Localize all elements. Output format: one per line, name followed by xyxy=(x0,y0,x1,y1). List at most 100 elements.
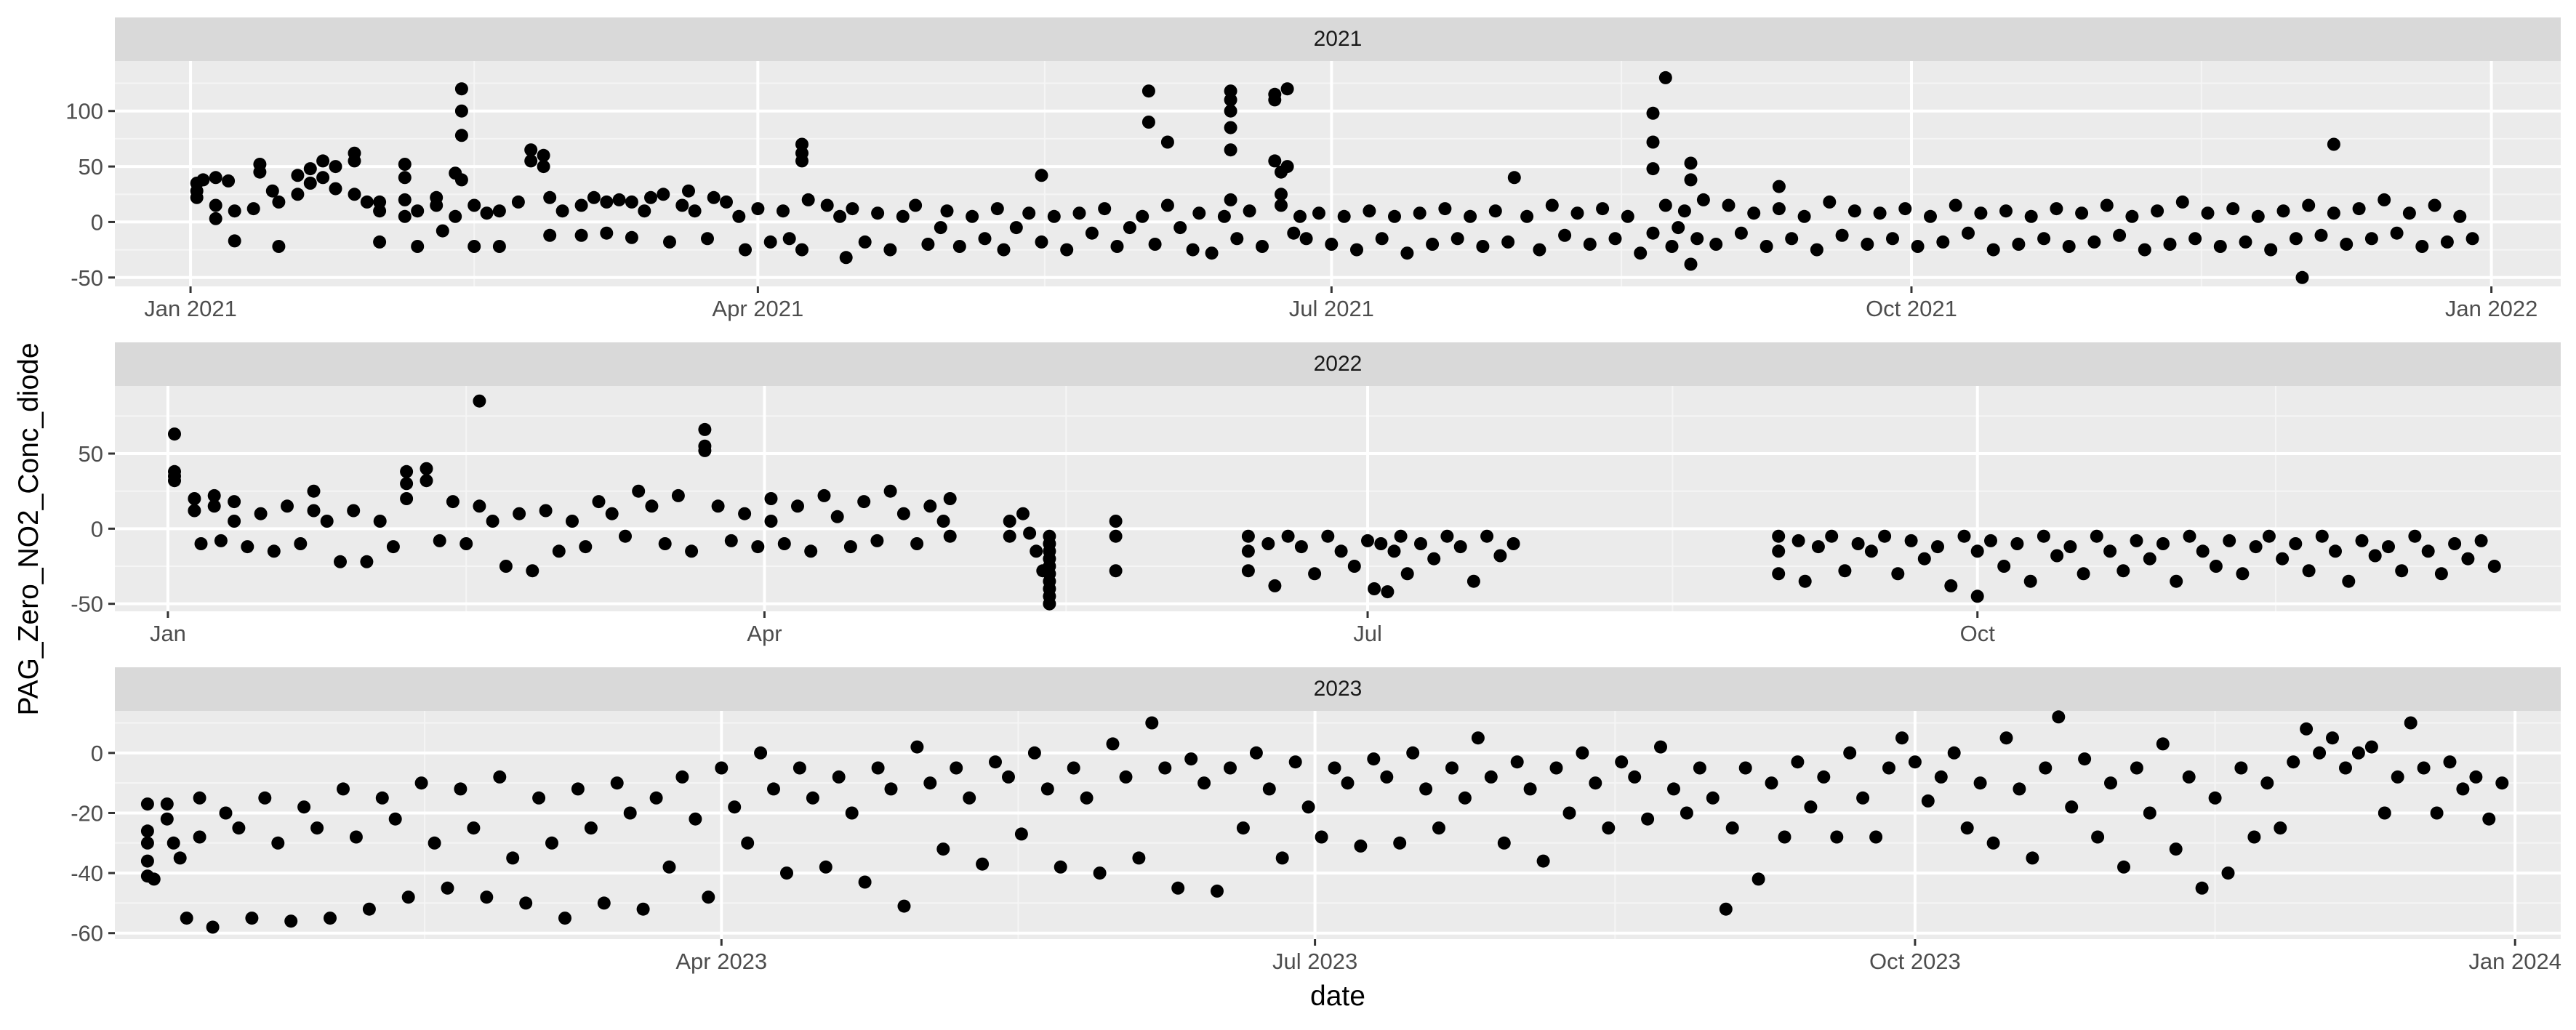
data-point xyxy=(1217,209,1231,223)
y-tick-label: 100 xyxy=(65,99,103,124)
data-point xyxy=(324,912,337,925)
data-point xyxy=(454,129,468,142)
data-point xyxy=(1047,209,1061,223)
data-point xyxy=(543,190,557,204)
data-point xyxy=(1093,866,1107,880)
data-point xyxy=(188,504,201,518)
facet-strip xyxy=(115,667,2561,711)
data-point xyxy=(663,235,676,249)
data-point xyxy=(1641,812,1655,826)
data-point xyxy=(2013,782,2026,796)
data-point xyxy=(1873,206,1887,220)
data-point xyxy=(1501,235,1515,249)
data-point xyxy=(724,534,738,547)
data-point xyxy=(605,507,619,520)
data-point xyxy=(1974,206,1988,220)
data-point xyxy=(492,204,506,218)
x-tick-label: Jan xyxy=(150,621,186,646)
data-point xyxy=(777,537,791,550)
data-point xyxy=(897,899,911,913)
data-point xyxy=(2302,198,2316,212)
data-point xyxy=(1696,193,1710,206)
data-point xyxy=(2276,552,2290,566)
data-point xyxy=(751,202,765,216)
y-axis-ticks: 0 -20 -40 -60 xyxy=(71,741,115,946)
data-point xyxy=(2327,137,2340,151)
data-point xyxy=(2023,574,2037,588)
data-point xyxy=(307,484,321,498)
data-point xyxy=(2091,830,2105,844)
data-point xyxy=(871,206,885,220)
x-axis-ticks: Jan Apr Jul Oct xyxy=(150,611,1995,646)
data-point xyxy=(1895,731,1909,745)
data-point xyxy=(1760,240,1773,253)
data-point xyxy=(707,190,721,204)
data-point xyxy=(1825,529,1839,543)
data-point xyxy=(1772,567,1786,581)
data-point xyxy=(1241,544,1255,558)
data-point xyxy=(2440,235,2454,249)
data-point xyxy=(1545,198,1559,212)
data-point xyxy=(267,544,281,558)
data-point xyxy=(1752,872,1765,886)
data-point xyxy=(1589,776,1602,790)
data-point xyxy=(702,890,715,904)
data-point xyxy=(2313,746,2327,760)
data-point xyxy=(467,821,481,835)
data-point xyxy=(649,791,663,805)
data-point xyxy=(2295,270,2309,284)
data-point xyxy=(1856,791,1870,805)
data-point xyxy=(1072,206,1086,220)
data-point xyxy=(2239,235,2252,249)
data-point xyxy=(819,860,832,874)
data-point xyxy=(952,240,966,253)
data-point xyxy=(411,240,425,253)
data-point xyxy=(1804,800,1818,814)
data-point xyxy=(1224,761,1237,775)
data-point xyxy=(600,226,614,240)
data-point xyxy=(1562,806,1576,820)
data-point xyxy=(209,171,222,185)
data-point xyxy=(2196,544,2210,558)
facet-panel-2021: 2021 100 50 0 -50 Jan 2021 Apr 2021 Jul 2021 O… xyxy=(65,17,2561,321)
data-point xyxy=(2201,206,2215,220)
data-point xyxy=(777,204,790,218)
data-point xyxy=(1658,198,1672,212)
data-point xyxy=(832,770,846,784)
data-point xyxy=(1035,169,1048,182)
data-point xyxy=(1299,232,1313,246)
y-tick-label: -60 xyxy=(71,921,103,946)
data-point xyxy=(206,920,220,934)
data-point xyxy=(180,912,193,925)
data-point xyxy=(1917,552,1931,566)
data-point xyxy=(347,504,361,518)
data-point xyxy=(388,812,402,826)
data-point xyxy=(1224,93,1237,107)
data-point xyxy=(936,515,950,528)
data-point xyxy=(2050,202,2063,216)
data-point xyxy=(2039,761,2053,775)
data-point xyxy=(1249,746,1263,760)
data-point xyxy=(1184,752,1198,766)
data-point xyxy=(883,243,897,257)
x-axis-ticks: Apr 2023 Jul 2023 Oct 2023 Jan 2024 xyxy=(675,939,2561,974)
data-point xyxy=(349,830,363,844)
data-point xyxy=(543,228,557,242)
data-point xyxy=(950,761,963,775)
data-point xyxy=(936,842,950,856)
data-point xyxy=(2182,770,2196,784)
data-point xyxy=(245,912,259,925)
data-point xyxy=(843,540,857,554)
data-point xyxy=(2355,534,2369,547)
data-point xyxy=(675,198,689,212)
data-point xyxy=(1823,195,1837,209)
data-point xyxy=(1450,232,1464,246)
data-point xyxy=(1934,770,1948,784)
data-point xyxy=(1785,232,1799,246)
data-point xyxy=(454,82,468,96)
data-point xyxy=(1506,537,1520,550)
data-point xyxy=(1002,770,1015,784)
data-point xyxy=(1523,782,1537,796)
data-point xyxy=(2314,228,2328,242)
data-point xyxy=(1838,564,1852,578)
